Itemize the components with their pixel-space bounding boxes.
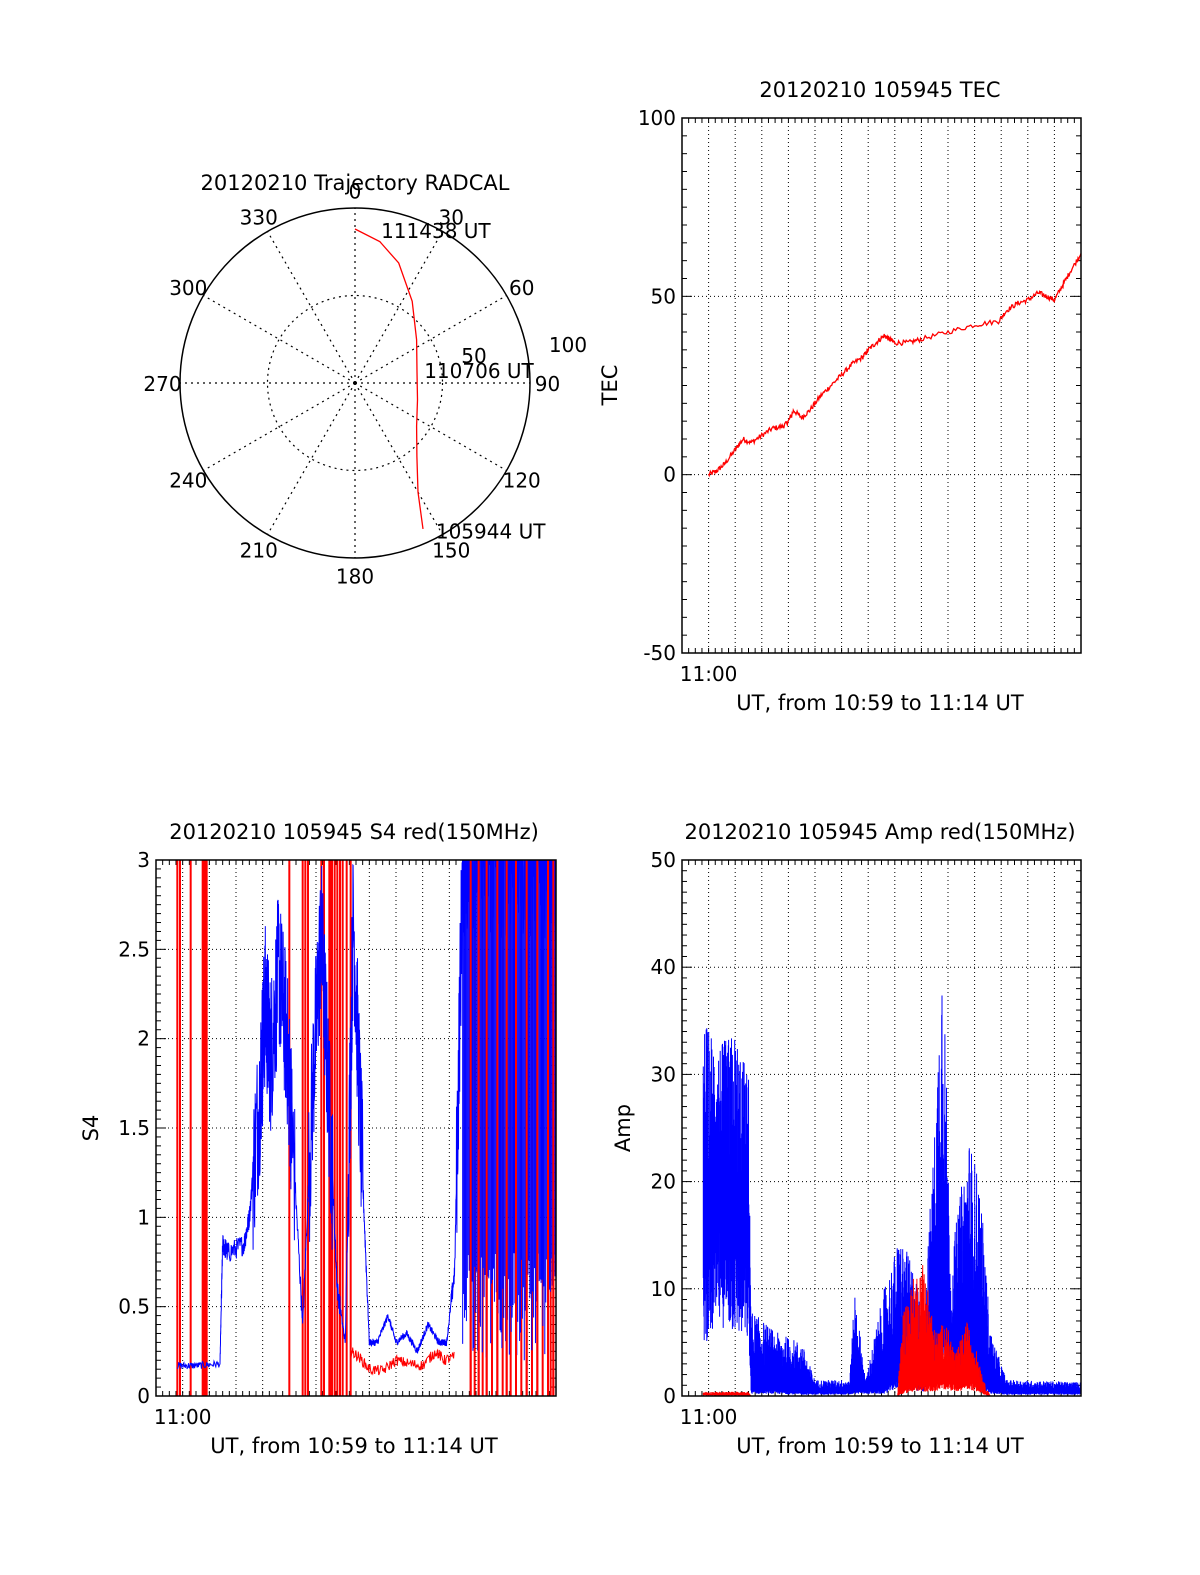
y-tick-label: 50 [651, 284, 676, 308]
polar-radial-labels: 50 100 [461, 333, 587, 368]
polar-spoke-300 [203, 294, 356, 384]
polar-spoke-210 [266, 382, 356, 535]
polar-spoke-30 [354, 231, 444, 384]
y-tick-label: 50 [651, 848, 676, 872]
tec-series-line [707, 253, 1082, 478]
polar-ring-50 [266, 294, 444, 472]
polar-angle-label: 270 [143, 372, 181, 396]
amp-ylabel: Amp [611, 1104, 635, 1152]
polar-angle-labels: 0 30 60 90 120 150 180 210 240 270 300 330 [143, 180, 560, 589]
amp-title: 20120210 105945 Amp red(150MHz) [684, 820, 1075, 844]
polar-angle-label: 30 [439, 205, 464, 229]
polar-angle-label: 90 [535, 372, 560, 396]
trajectory-time-label: 105944 UT [436, 519, 546, 543]
polar-angle-label: 210 [240, 539, 278, 563]
polar-angle-label: 300 [169, 276, 207, 300]
trajectory-time-label: 111438 UT [381, 219, 491, 243]
plot-frame [681, 859, 1082, 1397]
trajectory-annotations: 111438 UT 110706 UT 105944 UT [381, 219, 546, 543]
y-tick-label: 2 [137, 1027, 150, 1051]
polar-angle-label: 0 [349, 180, 362, 204]
polar-spoke-330 [266, 231, 356, 384]
y-tick-label: -50 [643, 641, 676, 665]
polar-angle-label: 240 [169, 468, 207, 492]
trajectory-polar-plot: 20120210 Trajectory RADCAL 0 30 60 90 120 150… [143, 171, 587, 589]
trajectory-time-label: 110706 UT [424, 359, 534, 383]
tec-title: 20120210 105945 TEC [759, 78, 1000, 102]
y-tick-label: 0 [663, 1384, 676, 1408]
plot-frame [681, 117, 1082, 654]
polar-spoke-150 [354, 382, 444, 535]
y-tick-label: 30 [651, 1062, 676, 1086]
polar-spoke-240 [203, 382, 356, 472]
s4-ylabel: S4 [79, 1115, 103, 1142]
s4-red-line [350, 1347, 455, 1376]
tec-plot: 20120210 105945 TEC UT, from 10:59 to 11… [598, 78, 1082, 715]
plot-frame [155, 859, 557, 1397]
polar-spoke-120 [354, 382, 507, 472]
s4-title: 20120210 105945 S4 red(150MHz) [169, 820, 539, 844]
x-tick-label: 11:00 [680, 1405, 738, 1429]
y-tick-label: 40 [651, 955, 676, 979]
trajectory-line [354, 228, 424, 529]
y-tick-label: 2.5 [118, 937, 150, 961]
polar-angle-label: 60 [509, 276, 534, 300]
amp-xlabel: UT, from 10:59 to 11:14 UT [736, 1434, 1024, 1458]
tec-ylabel: TEC [598, 365, 622, 407]
s4-xlabel: UT, from 10:59 to 11:14 UT [210, 1434, 498, 1458]
y-tick-label: 20 [651, 1170, 676, 1194]
polar-angle-label: 120 [503, 468, 541, 492]
polar-spoke-60 [354, 294, 507, 384]
polar-angle-label: 180 [336, 565, 374, 589]
y-tick-label: 10 [651, 1277, 676, 1301]
x-tick-label: 11:00 [680, 662, 738, 686]
s4-plot: 20120210 105945 S4 red(150MHz) UT, from … [79, 820, 557, 1458]
y-tick-label: 3 [137, 848, 150, 872]
y-tick-label: 100 [638, 106, 676, 130]
y-tick-label: 0 [663, 463, 676, 487]
y-tick-label: 0 [137, 1384, 150, 1408]
tec-xlabel: UT, from 10:59 to 11:14 UT [736, 691, 1024, 715]
amp-plot: 20120210 105945 Amp red(150MHz) UT, from… [611, 820, 1082, 1458]
polar-radial-label: 50 [461, 344, 486, 368]
y-tick-label: 1.5 [118, 1116, 150, 1140]
polar-angle-label: 150 [432, 539, 470, 563]
polar-angle-label: 330 [240, 205, 278, 229]
polar-radial-label: 100 [549, 333, 587, 357]
polar-grid [179, 207, 531, 559]
y-tick-label: 0.5 [118, 1295, 150, 1319]
y-tick-label: 1 [137, 1205, 150, 1229]
polar-title: 20120210 Trajectory RADCAL [201, 171, 510, 195]
trajectory-path [354, 228, 424, 529]
x-tick-label: 11:00 [154, 1405, 212, 1429]
